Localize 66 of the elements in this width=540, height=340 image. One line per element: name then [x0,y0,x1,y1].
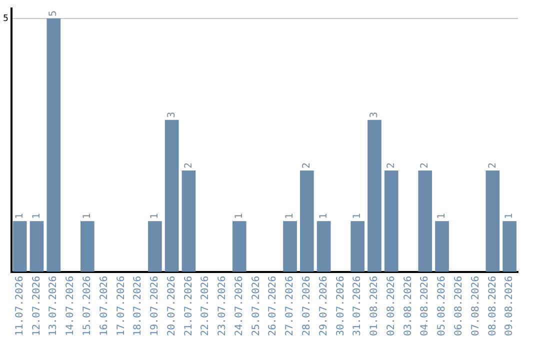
x-tick-label: 14.07.2026 [65,276,76,336]
data-label: 1 [31,213,42,220]
bar [418,170,432,272]
bar [350,221,365,272]
x-tick-label: 11.07.2026 [14,276,26,336]
data-label: 1 [82,213,93,220]
x-tick-label: 18.07.2026 [132,276,144,336]
bar [502,221,516,272]
data-label: 1 [234,213,245,220]
x-tick-label: 13.07.2026 [48,276,60,336]
bar [12,221,27,272]
bar [283,221,297,272]
bar [435,221,449,272]
x-tick-label: 28.07.2026 [302,276,313,336]
data-label: 5 [48,10,60,17]
x-tick-label: 09.08.2026 [504,276,516,336]
x-tick-label: 04.08.2026 [420,276,431,336]
bar [384,170,398,272]
data-label: 1 [150,213,161,220]
x-tick-label: 26.07.2026 [268,276,279,336]
x-tick-label: 30.07.2026 [335,276,346,336]
x-tick-label: 27.07.2026 [284,276,296,336]
x-tick-label: 19.07.2026 [150,276,161,336]
x-tick-label: 29.07.2026 [318,276,330,336]
data-label: 2 [487,162,498,168]
x-tick-label: 23.07.2026 [217,276,228,336]
x-tick-label: 21.07.2026 [183,276,194,336]
x-tick-label: 05.08.2026 [436,276,448,336]
x-tick-label: 06.08.2026 [453,276,464,336]
bar [148,221,162,272]
data-label: 1 [284,213,296,220]
x-tick-label: 17.07.2026 [116,276,127,336]
data-label: 2 [302,162,313,168]
bar [486,170,500,272]
bar [30,221,44,272]
x-tick-label: 31.07.2026 [352,276,364,336]
bar [316,221,331,272]
x-tick-label: 25.07.2026 [250,276,262,336]
data-label: 2 [183,162,194,168]
bar [80,221,94,272]
data-label: 2 [420,162,431,168]
data-label: 3 [166,112,178,118]
x-tick-label: 07.08.2026 [470,276,482,336]
data-label: 3 [369,112,380,118]
x-tick-label: 22.07.2026 [200,276,212,336]
x-tick-label: 24.07.2026 [234,276,245,336]
x-tick-label: 01.08.2026 [369,276,380,336]
x-tick-label: 03.08.2026 [402,276,414,336]
bar [368,120,382,272]
data-label: 1 [14,213,26,220]
data-label: 1 [504,213,516,220]
data-label: 2 [386,162,397,168]
bar [182,170,196,272]
bar [164,120,179,272]
x-tick-label: 08.08.2026 [487,276,498,336]
x-tick-label: 02.08.2026 [386,276,397,336]
data-label: 1 [352,213,364,220]
data-label: 1 [318,213,330,220]
bar [232,221,246,272]
x-tick-label: 15.07.2026 [82,276,93,336]
x-tick-label: 16.07.2026 [98,276,110,336]
x-tick-label: 12.07.2026 [31,276,42,336]
bar [46,18,61,272]
data-label: 1 [436,213,448,220]
x-tick-label: 20.07.2026 [166,276,178,336]
bar [300,170,314,272]
